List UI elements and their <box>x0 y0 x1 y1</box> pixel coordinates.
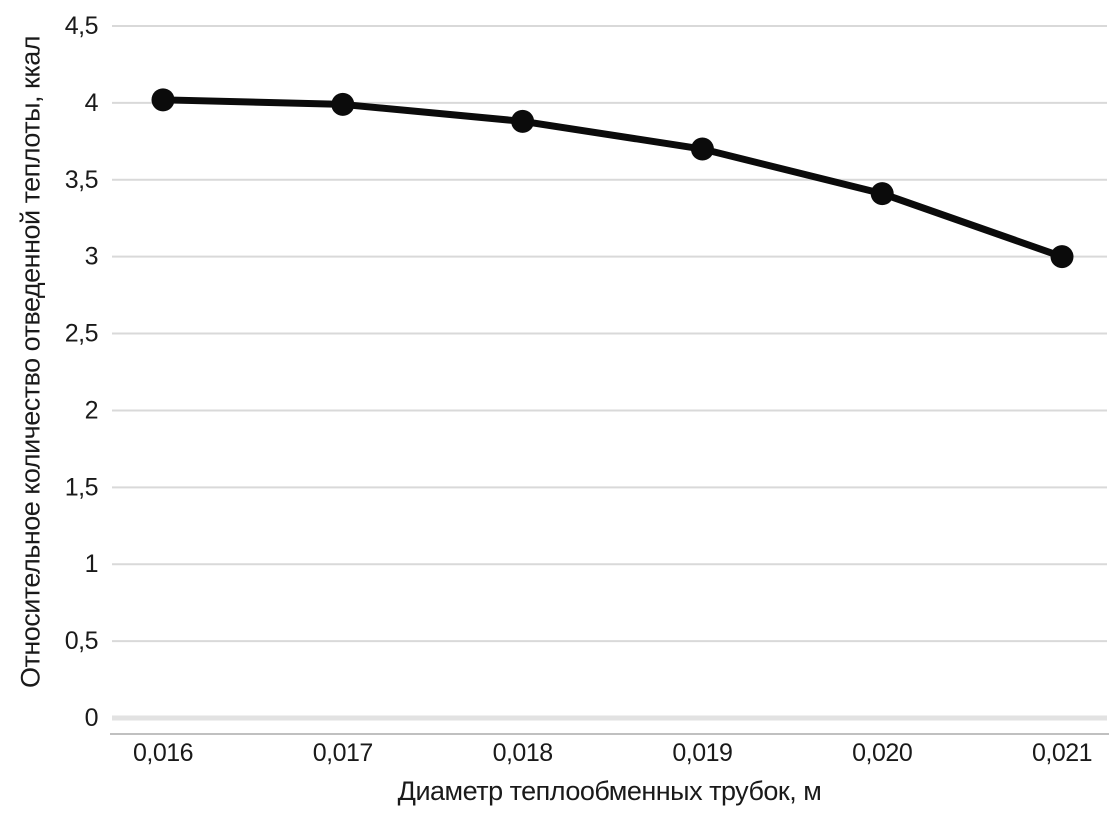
y-tick-label: 3 <box>85 243 98 271</box>
x-tick-label: 0,020 <box>852 739 912 767</box>
x-axis-title: Диаметр теплообменных трубок, м <box>397 776 822 806</box>
y-tick-label: 3,5 <box>65 166 98 194</box>
data-point <box>151 88 175 112</box>
y-tick-label: 4 <box>85 89 99 117</box>
x-tick-label: 0,019 <box>672 739 732 767</box>
x-tick-label: 0,016 <box>133 739 193 767</box>
series-line <box>159 96 1066 261</box>
x-tick-label: 0,017 <box>313 739 373 767</box>
y-tick-label: 0 <box>85 704 98 732</box>
data-point <box>511 109 535 133</box>
data-point <box>331 92 355 116</box>
x-tick-label: 0,021 <box>1032 739 1092 767</box>
y-tick-label: 0,5 <box>65 627 98 655</box>
data-point <box>870 182 894 206</box>
data-point <box>1050 245 1074 269</box>
y-tick-label: 2 <box>85 396 98 424</box>
data-point <box>690 137 714 161</box>
y-axis-title: Относительное количество отведенной тепл… <box>15 35 46 689</box>
y-tick-label: 2,5 <box>65 320 98 348</box>
x-tick-label: 0,018 <box>493 739 553 767</box>
y-tick-label: 1 <box>85 550 98 578</box>
y-tick-label: 4,5 <box>65 12 98 40</box>
y-tick-label: 1,5 <box>65 473 98 501</box>
